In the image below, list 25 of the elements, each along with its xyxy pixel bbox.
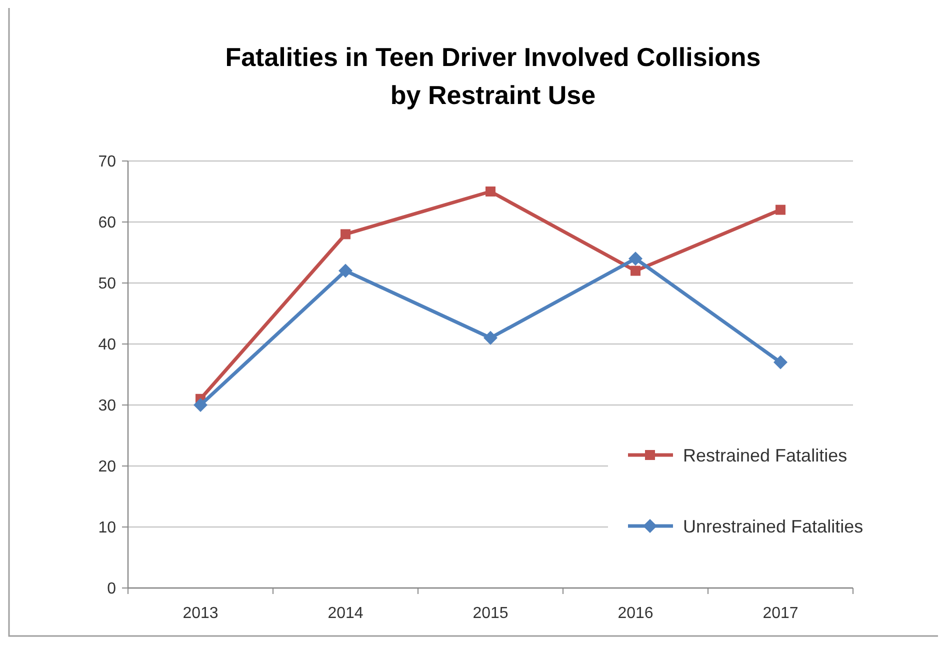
y-tick-label: 0 <box>107 580 116 598</box>
y-tick-label: 70 <box>98 154 116 171</box>
point <box>194 398 208 412</box>
point <box>774 355 788 370</box>
x-tick-label: 2013 <box>182 605 218 622</box>
chart-title: Fatalities in Teen Driver Involved Collisions by Restraint Use <box>225 42 761 110</box>
x-tick-label: 2016 <box>618 605 654 622</box>
point <box>486 186 496 196</box>
point <box>338 264 352 278</box>
point <box>628 252 642 266</box>
x-tick-label: 2015 <box>472 605 508 622</box>
legend-label: Restrained Fatalities <box>683 445 848 466</box>
x-tick-label: 2014 <box>328 605 364 622</box>
y-tick-label: 40 <box>98 336 116 354</box>
legend-label: Unrestrained Fatalities <box>683 516 864 536</box>
point <box>630 266 640 276</box>
y-tick-label: 60 <box>98 214 116 232</box>
y-tick-label: 30 <box>98 398 116 415</box>
point <box>776 204 786 215</box>
x-tick-label: 2017 <box>762 605 798 622</box>
y-tick-label: 20 <box>98 458 116 476</box>
point <box>340 229 350 240</box>
y-tick-label: 50 <box>98 276 116 293</box>
y-tick-label: 10 <box>98 520 116 537</box>
point <box>484 330 498 345</box>
